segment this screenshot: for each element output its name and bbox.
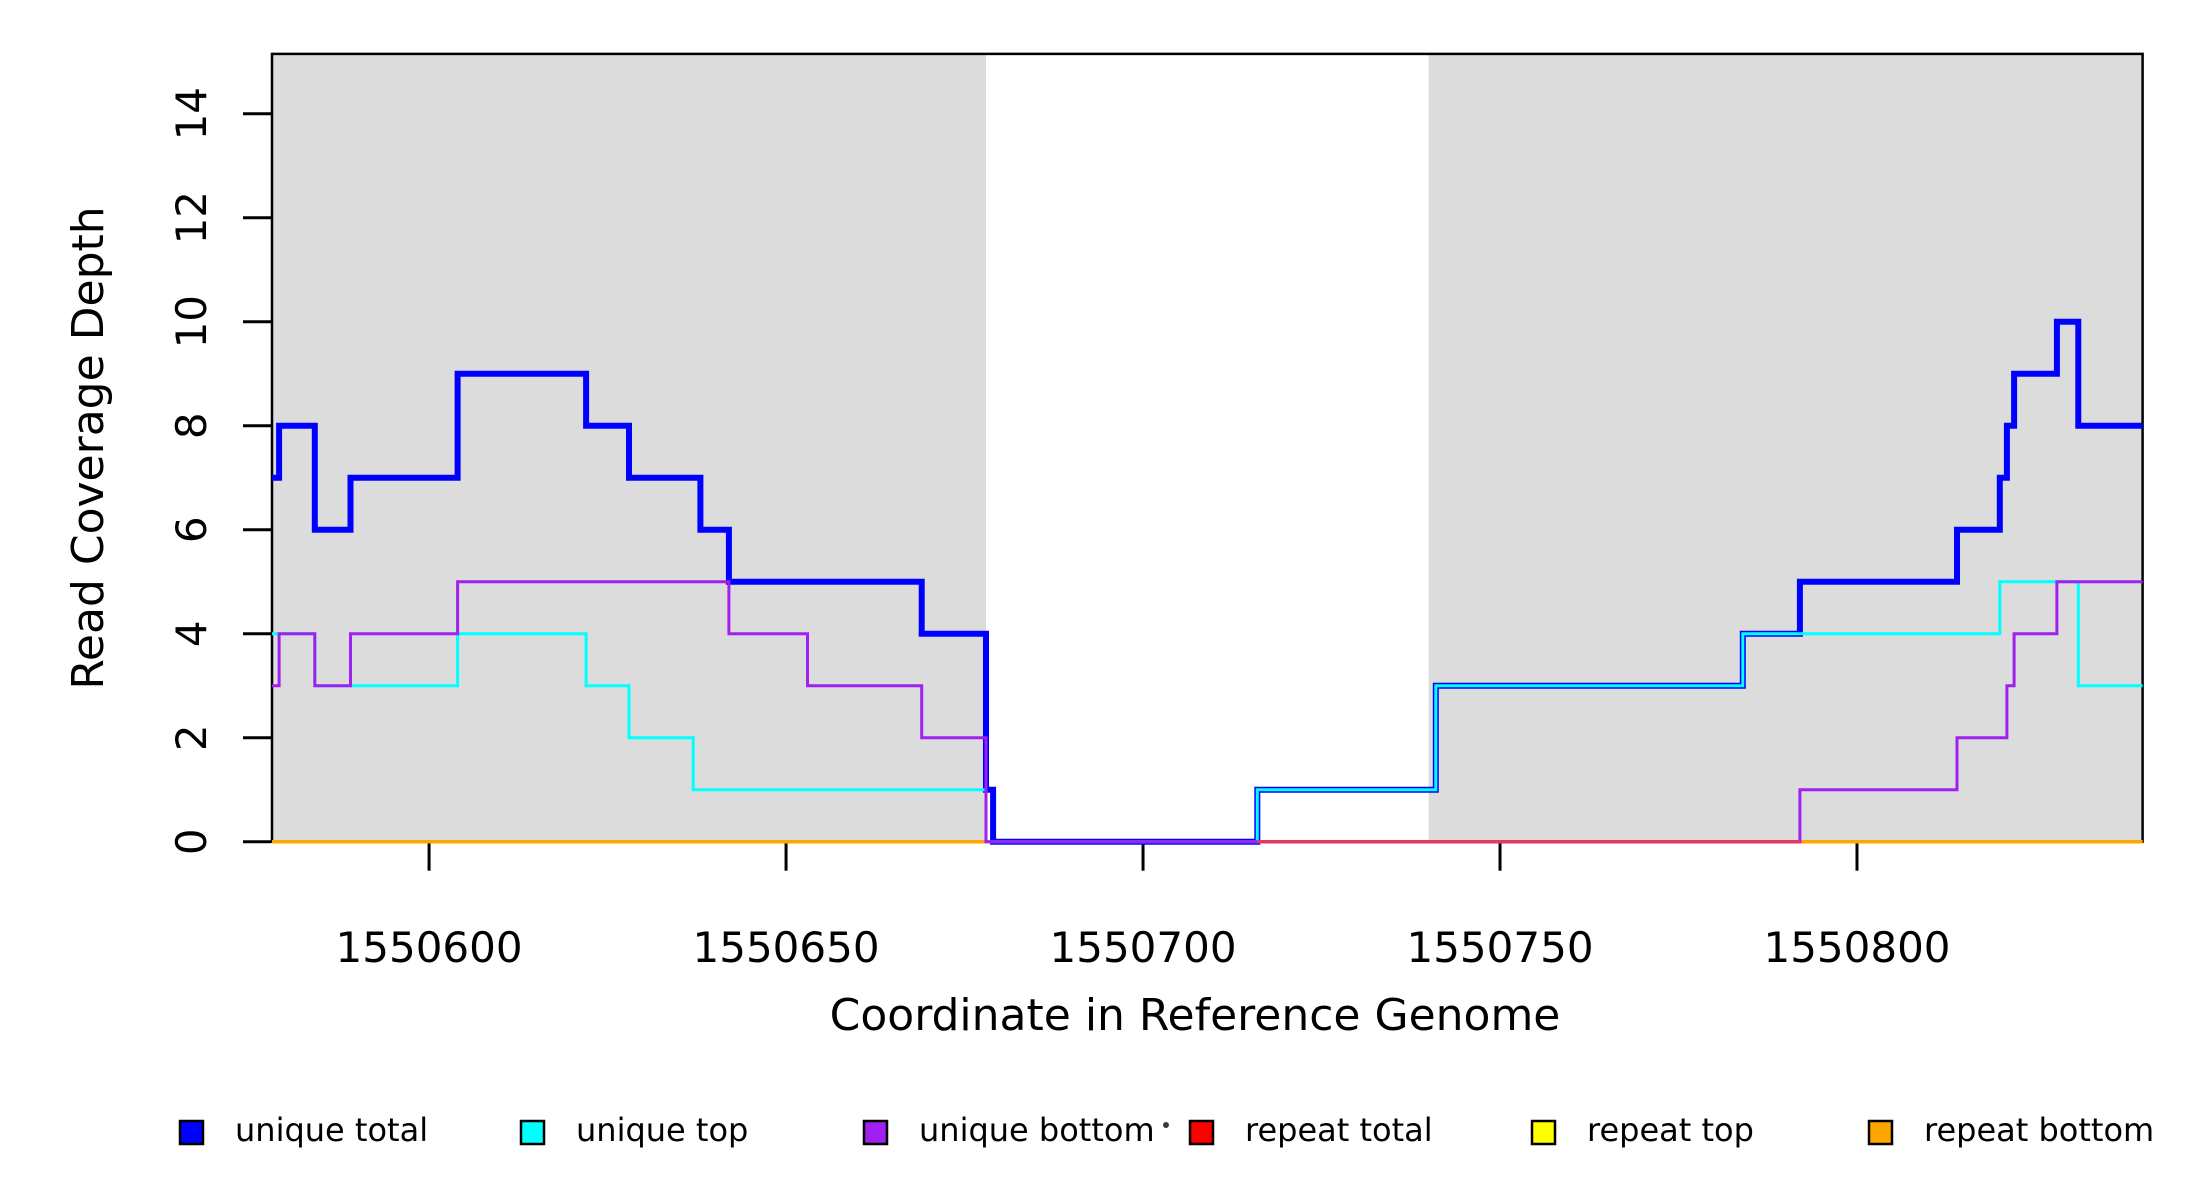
y-tick-label: 8 — [167, 412, 216, 439]
x-tick-label: 1550750 — [1406, 923, 1593, 972]
legend-label: repeat bottom — [1924, 1111, 2154, 1149]
legend-swatch-repeat-top — [1530, 1119, 1557, 1146]
legend-entry-unique-bottom: unique bottom — [862, 1111, 1155, 1149]
legend-label: repeat top — [1587, 1111, 1754, 1149]
y-tick-label: 2 — [167, 724, 216, 751]
y-axis: 0 2 4 6 8 10 12 14 — [167, 87, 271, 855]
legend-swatch-repeat-total — [1188, 1119, 1215, 1146]
y-axis-title: Read Coverage Depth — [63, 206, 114, 689]
legend-label: unique top — [576, 1111, 748, 1149]
series-line-unique-bottom — [272, 580, 2143, 844]
legend-label: unique bottom — [919, 1111, 1155, 1149]
legend-swatch-unique-total — [178, 1119, 205, 1146]
y-tick-label: 0 — [167, 828, 216, 855]
x-tick-label: 1550700 — [1050, 923, 1237, 972]
series-line-unique-total — [272, 318, 2143, 845]
legend-entry-repeat-top: repeat top — [1530, 1111, 1754, 1149]
x-tick-label: 1550650 — [693, 923, 880, 972]
legend-entry-repeat-bottom: repeat bottom — [1867, 1111, 2154, 1149]
legend-swatch-unique-top — [519, 1119, 546, 1146]
x-axis: 1550600 1550650 1550700 1550750 1550800 — [336, 842, 1951, 972]
y-tick-label: 14 — [167, 87, 216, 140]
x-tick-label: 1550800 — [1763, 923, 1950, 972]
legend-entry-repeat-total: repeat total — [1188, 1111, 1433, 1149]
shaded-region-2 — [1428, 53, 2143, 842]
shaded-regions — [272, 53, 2143, 842]
y-tick-label: 4 — [167, 620, 216, 647]
legend-entry-unique-total: unique total — [178, 1111, 428, 1149]
series-lines — [272, 318, 2143, 845]
y-tick-label: 12 — [167, 191, 216, 244]
y-tick-label: 6 — [167, 516, 216, 543]
y-tick-label: 10 — [167, 295, 216, 348]
legend-label: repeat total — [1245, 1111, 1433, 1149]
legend-separator-dot — [1163, 1122, 1169, 1128]
legend: unique total unique top unique bottom repea… — [178, 1111, 2154, 1149]
x-tick-label: 1550600 — [336, 923, 523, 972]
x-axis-title: Coordinate in Reference Genome — [830, 990, 1561, 1041]
legend-swatch-repeat-bottom — [1867, 1119, 1894, 1146]
legend-swatch-unique-bottom — [862, 1119, 889, 1146]
legend-label: unique total — [235, 1111, 428, 1149]
legend-entry-unique-top: unique top — [519, 1111, 748, 1149]
